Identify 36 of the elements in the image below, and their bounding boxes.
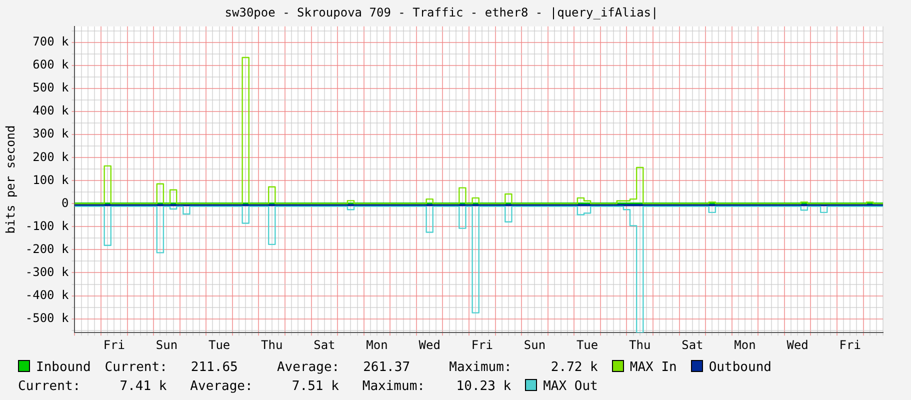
chart-title: sw30poe - Skroupova 709 - Traffic - ether8 - |query_ifAlias| <box>224 5 658 20</box>
x-tick-label: Fri <box>839 338 861 352</box>
y-axis-title: bits per second <box>3 125 18 234</box>
x-tick-label: Thu <box>261 338 283 352</box>
x-tick-label: Thu <box>629 338 651 352</box>
x-tick-label: Sun <box>156 338 178 352</box>
y-tick-label: -400 k <box>25 288 70 302</box>
legend-label: Inbound <box>35 360 91 375</box>
y-tick-label: 500 k <box>32 80 70 95</box>
y-tick-label: -500 k <box>25 310 70 325</box>
y-tick-label: 700 k <box>32 34 70 49</box>
x-tick-label: Sat <box>314 338 336 352</box>
x-tick-label: Mon <box>734 338 756 352</box>
legend-label: MAX Out <box>542 379 598 394</box>
y-tick-label: 0 <box>62 196 69 210</box>
y-tick-label: 600 k <box>32 58 70 72</box>
x-tick-label: Sun <box>524 338 546 352</box>
y-tick-label: 200 k <box>32 150 70 164</box>
legend-label: Outbound <box>708 360 772 375</box>
y-tick-label: -300 k <box>25 264 70 279</box>
text: Current: 211.65 Average: 261.37 Maximum: 2.72 k <box>104 360 598 375</box>
x-tick-label: Wed <box>786 338 808 352</box>
y-tick-label: -200 k <box>25 242 70 256</box>
y-tick-label: 100 k <box>32 172 70 187</box>
text: Current: 7.41 k Average: 7.51 k Maximum: 10.23 k <box>18 379 512 394</box>
y-tick-label: 300 k <box>32 126 70 141</box>
legend-label: MAX In <box>628 360 677 375</box>
x-tick-label: Tue <box>576 338 598 352</box>
x-tick-label: Fri <box>471 338 494 352</box>
x-tick-label: Sat <box>682 338 704 352</box>
y-tick-label: -100 k <box>25 218 70 233</box>
y-tick-label: 400 k <box>32 104 70 118</box>
x-tick-label: Mon <box>366 338 388 352</box>
x-tick-label: Fri <box>103 338 126 352</box>
x-tick-label: Wed <box>418 338 440 352</box>
x-tick-label: Tue <box>208 338 230 352</box>
